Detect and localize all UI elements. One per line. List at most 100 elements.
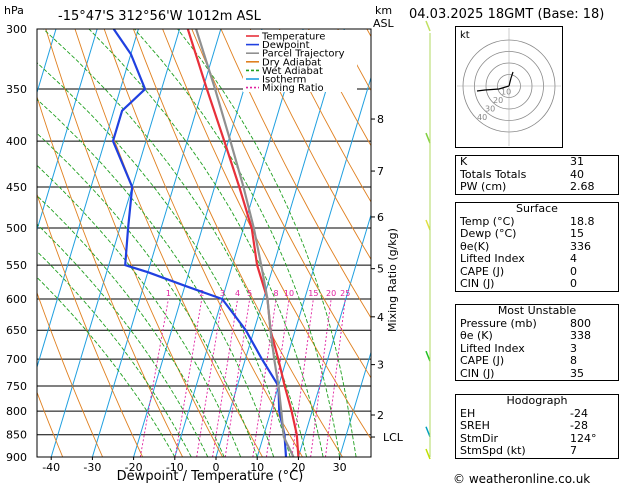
mixing-ratio-line	[291, 298, 314, 457]
index-value: -24	[570, 406, 588, 420]
index-row: EH -24	[456, 406, 618, 421]
pressure-tick-label: 650	[6, 324, 27, 337]
wind-barb	[425, 132, 431, 144]
x-tick-label: -20	[125, 461, 143, 474]
hpa-unit-label: hPa	[4, 4, 24, 17]
pressure-tick-label: 600	[6, 293, 27, 306]
wet-adiabat-line	[37, 195, 225, 457]
x-axis-label: Dewpoint / Temperature (°C)	[117, 469, 304, 484]
dewpoint-line	[111, 29, 288, 457]
index-row: StmDir 124°	[456, 431, 618, 446]
km-tick-label: 7	[377, 165, 384, 178]
pressure-tick-label: 700	[6, 353, 27, 366]
index-row: Lifted Index 4	[456, 252, 618, 266]
wet-adiabat-line	[37, 98, 275, 457]
pressure-tick-label: 300	[6, 23, 27, 36]
most-unstable-panel: Most Unstable Pressure (mb) 800 θe (K) 338 L…	[455, 304, 619, 381]
mixing-ratio-line	[139, 298, 169, 457]
mixing-ratio-line	[265, 298, 290, 457]
isotherm-line	[339, 350, 371, 457]
isotherm-line	[50, 29, 181, 457]
index-label: θe(K)	[460, 239, 490, 253]
wet-adiabat-line	[37, 164, 242, 457]
index-label: PW (cm)	[460, 180, 507, 193]
hodograph-ring-label: 40	[477, 113, 487, 122]
index-label: CIN (J)	[460, 277, 495, 290]
mixing-ratio-label: 10	[284, 289, 294, 298]
pressure-tick-label: 450	[6, 181, 27, 194]
index-row: θe (K) 338	[456, 329, 618, 343]
mixing-ratio-line	[196, 298, 223, 457]
legend-entry-label: Dry Adiabat	[262, 57, 321, 68]
index-value: 338	[570, 329, 591, 342]
legend-entry-label: Isotherm	[262, 75, 306, 86]
indices-panel: K 31 Totals Totals 40 PW (cm) 2.68	[455, 155, 619, 195]
index-label: CAPE (J)	[460, 264, 505, 278]
index-value: 800	[570, 316, 591, 330]
pressure-tick-label: 550	[6, 259, 27, 272]
plot-frame	[36, 28, 372, 458]
dry-adiabat-line	[366, 29, 371, 38]
index-label: StmSpd (kt)	[460, 444, 526, 457]
km-tick-label: 5	[377, 263, 384, 276]
index-label: Dewp (°C)	[460, 227, 517, 240]
km-tick-label: 8	[377, 113, 384, 126]
wind-barb	[425, 350, 431, 362]
location-title: -15°47'S 312°56'W 1012m ASL	[58, 9, 262, 24]
mixing-ratio-label: 25	[340, 289, 350, 298]
wind-barbs	[425, 20, 431, 460]
pressure-tick-label: 400	[6, 135, 27, 148]
index-row: Totals Totals 40	[456, 167, 618, 182]
index-value: 7	[570, 444, 577, 457]
index-label: θe (K)	[460, 329, 493, 342]
mixing-ratio-line	[325, 298, 346, 457]
index-value: 35	[570, 366, 584, 380]
index-label: Totals Totals	[460, 167, 527, 181]
mixing-ratio-line	[310, 298, 332, 457]
hodograph-trace-upper	[508, 71, 514, 87]
isotherm-line	[37, 29, 139, 369]
hodograph-ring-label: 30	[485, 105, 495, 114]
index-value: 8	[570, 354, 577, 367]
surface-title: Surface	[516, 202, 558, 215]
index-value: 3	[570, 341, 577, 355]
mixing-ratio-label: 15	[308, 289, 318, 298]
mixing-ratio-label: 1	[166, 289, 171, 298]
hodograph-trace-lower	[476, 85, 510, 92]
mixing-ratio-label: 8	[274, 289, 279, 298]
index-row: K 31	[456, 155, 618, 169]
km-tick-label: LCL	[383, 431, 404, 444]
profile-lines	[111, 29, 300, 457]
index-label: StmDir	[460, 431, 499, 445]
pressure-tick-label: 750	[6, 380, 27, 393]
skewt-diagram: hPa -15°47'S 312°56'W 1012m ASL km ASL 1…	[4, 4, 431, 484]
mixing-ratio-label: 4	[235, 289, 240, 298]
index-row: SREH -28	[456, 419, 618, 433]
index-row: Dewp (°C) 15	[456, 227, 618, 241]
x-tick-label: -40	[42, 461, 60, 474]
x-tick-label: -10	[166, 461, 184, 474]
isotherm-line	[37, 29, 98, 232]
surface-panel: Surface Temp (°C) 18.8 Dewp (°C) 15 θe(K) 336…	[455, 202, 619, 292]
index-value: 0	[570, 264, 577, 278]
dry-adiabat-line	[249, 29, 371, 261]
index-value: 18.8	[570, 214, 595, 228]
index-label: CIN (J)	[460, 366, 495, 380]
wind-barb	[425, 426, 431, 438]
x-tick-label: -30	[83, 461, 101, 474]
index-label: Pressure (mb)	[460, 316, 537, 330]
x-tick-label: 10	[250, 461, 264, 474]
wind-barb	[425, 20, 431, 32]
index-label: Temp (°C)	[460, 214, 515, 228]
isotherm-line	[174, 29, 304, 457]
x-tick-label: 0	[213, 461, 220, 474]
wet-adiabat-line	[37, 132, 258, 457]
mixing-ratio-label: 2	[199, 289, 204, 298]
mixing-ratio-line	[212, 298, 239, 457]
dry-adiabat-line	[162, 29, 371, 440]
dry-adiabat-line	[37, 391, 64, 457]
most-unstable-title: Most Unstable	[497, 304, 577, 317]
mixing-ratio-axis-label: Mixing Ratio (g/kg)	[386, 228, 399, 332]
dry-adiabat-line	[278, 29, 371, 203]
